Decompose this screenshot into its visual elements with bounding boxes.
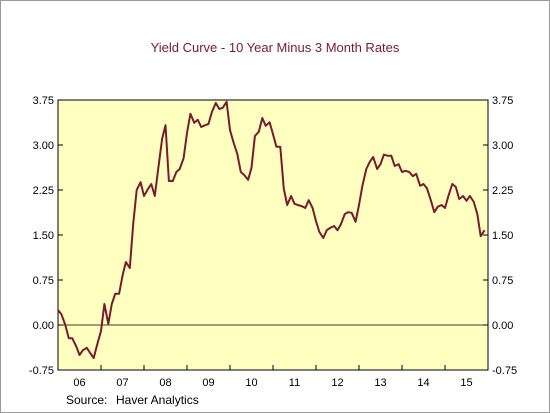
right-axis: 3.75 3.00 2.25 1.50 0.75 0.00 -0.75 xyxy=(483,95,517,377)
source-label: Source: xyxy=(66,393,107,407)
plot-area xyxy=(57,99,489,371)
x-tick-label: 14 xyxy=(417,377,429,389)
left-axis: 3.75 3.00 2.25 1.50 0.75 0.00 -0.75 xyxy=(29,95,63,377)
y-tick-label-left: 0.00 xyxy=(33,320,54,332)
y-tick-label-right: -0.75 xyxy=(492,365,517,377)
y-tick-label-left: 3.75 xyxy=(33,95,54,107)
x-tick-label: 06 xyxy=(73,377,85,389)
y-tick-label-right: 3.00 xyxy=(492,140,513,152)
source-value: Haver Analytics xyxy=(116,393,199,407)
x-tick-label: 11 xyxy=(289,377,300,389)
x-tick-label: 13 xyxy=(374,377,386,389)
y-tick-label-right: 3.75 xyxy=(492,95,513,107)
y-tick-label-left: 3.00 xyxy=(33,140,54,152)
x-tick-label: 10 xyxy=(245,377,257,389)
y-tick-label-left: 1.50 xyxy=(33,230,54,242)
x-axis: 06 07 08 09 10 11 12 13 14 15 xyxy=(57,365,489,389)
y-tick-label-right: 0.75 xyxy=(492,275,513,287)
x-tick-label: 08 xyxy=(159,377,171,389)
y-tick-label-left: 2.25 xyxy=(33,185,54,197)
chart-title: Yield Curve - 10 Year Minus 3 Month Rate… xyxy=(151,40,400,55)
y-tick-label-right: 2.25 xyxy=(492,185,513,197)
y-tick-label-right: 0.00 xyxy=(492,320,513,332)
x-tick-label: 15 xyxy=(460,377,472,389)
y-tick-label-left: -0.75 xyxy=(29,365,54,377)
x-tick-label: 12 xyxy=(331,377,343,389)
y-tick-label-right: 1.50 xyxy=(492,230,513,242)
x-tick-label: 09 xyxy=(202,377,214,389)
x-tick-label: 07 xyxy=(116,377,128,389)
series-line-yield-spread xyxy=(57,100,486,359)
y-tick-label-left: 0.75 xyxy=(33,275,54,287)
